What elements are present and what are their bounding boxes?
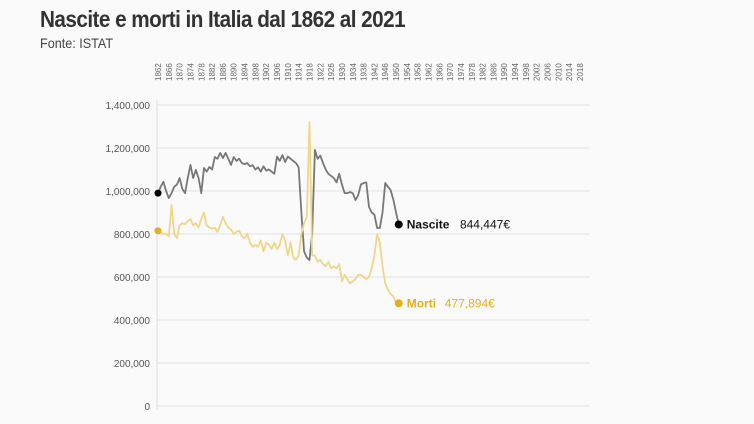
x-tick-label: 1866	[165, 63, 174, 81]
series-line-nascite	[157, 149, 400, 261]
x-tick-label: 1906	[273, 63, 282, 81]
x-tick-label: 1946	[381, 63, 390, 81]
y-tick-label: 0	[144, 402, 150, 413]
x-tick-label: 1890	[230, 63, 239, 81]
x-tick-label: 1882	[208, 63, 217, 81]
y-tick-label: 1,000,000	[106, 187, 151, 198]
x-tick-label: 1970	[446, 63, 455, 81]
x-tick-label: 1894	[241, 63, 250, 81]
x-tick-label: 2018	[576, 63, 585, 81]
series-end-dot	[394, 220, 403, 229]
y-tick-label: 600,000	[114, 273, 151, 284]
x-tick-label: 2014	[565, 63, 574, 81]
x-tick-label: 2006	[544, 63, 553, 81]
y-tick-label: 1,200,000	[106, 144, 151, 155]
y-tick-label: 400,000	[114, 316, 151, 327]
series-line-morti	[157, 121, 399, 305]
series-label: Morti	[407, 296, 436, 310]
x-tick-label: 1938	[360, 63, 369, 81]
x-tick-label: 1930	[338, 63, 347, 81]
y-tick-label: 800,000	[114, 230, 151, 241]
x-tick-label: 1874	[186, 63, 195, 81]
x-tick-label: 1926	[327, 63, 336, 81]
x-tick-label: 1934	[349, 63, 358, 81]
x-tick-label: 1898	[251, 63, 260, 81]
x-tick-label: 2010	[554, 63, 563, 81]
series-label: Nascite	[407, 217, 450, 231]
x-tick-label: 1886	[219, 63, 228, 81]
x-tick-label: 1878	[197, 63, 206, 81]
x-tick-label: 1998	[522, 63, 531, 81]
x-tick-label: 1978	[468, 63, 477, 81]
y-tick-label: 1,400,000	[106, 101, 151, 112]
series-start-dot	[154, 189, 162, 197]
x-tick-label: 1958	[414, 63, 423, 81]
chart-subtitle: Fonte: ISTAT	[40, 35, 114, 51]
x-tick-label: 1914	[295, 63, 304, 81]
x-tick-label: 1862	[154, 63, 163, 81]
series-start-dot	[154, 227, 162, 235]
x-tick-label: 1986	[489, 63, 498, 81]
series-end-dot	[394, 299, 403, 308]
y-tick-label: 200,000	[114, 359, 151, 370]
x-tick-label: 1950	[392, 63, 401, 81]
chart-title: Nascite e morti in Italia dal 1862 al 20…	[40, 6, 406, 32]
x-tick-label: 1902	[262, 63, 271, 81]
x-tick-label: 1990	[500, 63, 509, 81]
x-tick-label: 1942	[370, 63, 379, 81]
x-tick-label: 1922	[316, 63, 325, 81]
x-tick-label: 1910	[284, 63, 293, 81]
x-tick-label: 2002	[533, 63, 542, 81]
series-end-value: 844,447€	[460, 217, 510, 231]
x-tick-label: 1962	[425, 63, 434, 81]
series-end-value: 477,894€	[445, 296, 495, 310]
x-tick-label: 1954	[403, 63, 412, 81]
x-tick-label: 1966	[435, 63, 444, 81]
x-tick-label: 1974	[457, 63, 466, 81]
x-tick-label: 1982	[479, 63, 488, 81]
x-tick-label: 1918	[305, 63, 314, 81]
x-tick-label: 1994	[511, 63, 520, 81]
x-tick-label: 1870	[176, 63, 185, 81]
